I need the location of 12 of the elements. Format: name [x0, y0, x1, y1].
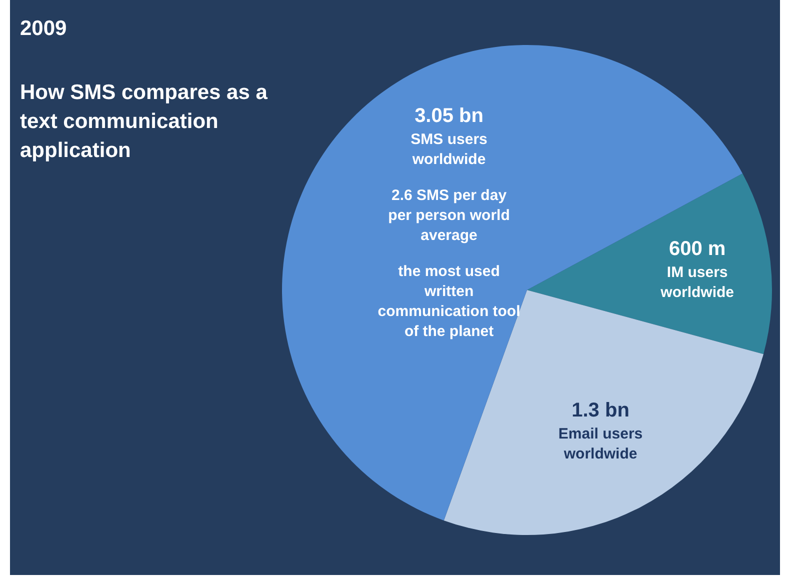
- pie-slice: [527, 173, 772, 354]
- text: How SMS compares as a text communication application: [20, 81, 268, 162]
- text: 600 m: [668, 238, 726, 260]
- text: 2009: [20, 17, 67, 40]
- slice-label: SMS users worldwide: [410, 130, 488, 168]
- slice-label: Email users worldwide: [558, 425, 643, 462]
- pie-slice: [282, 45, 743, 520]
- text: the most used written communication tool of the planet: [378, 262, 520, 340]
- slice-label: IM users worldwide: [660, 264, 734, 302]
- text: 1.3 bn: [572, 399, 630, 422]
- text: 2.6 SMS per day per person world average: [388, 186, 510, 244]
- text: 3.05 bn: [414, 104, 484, 127]
